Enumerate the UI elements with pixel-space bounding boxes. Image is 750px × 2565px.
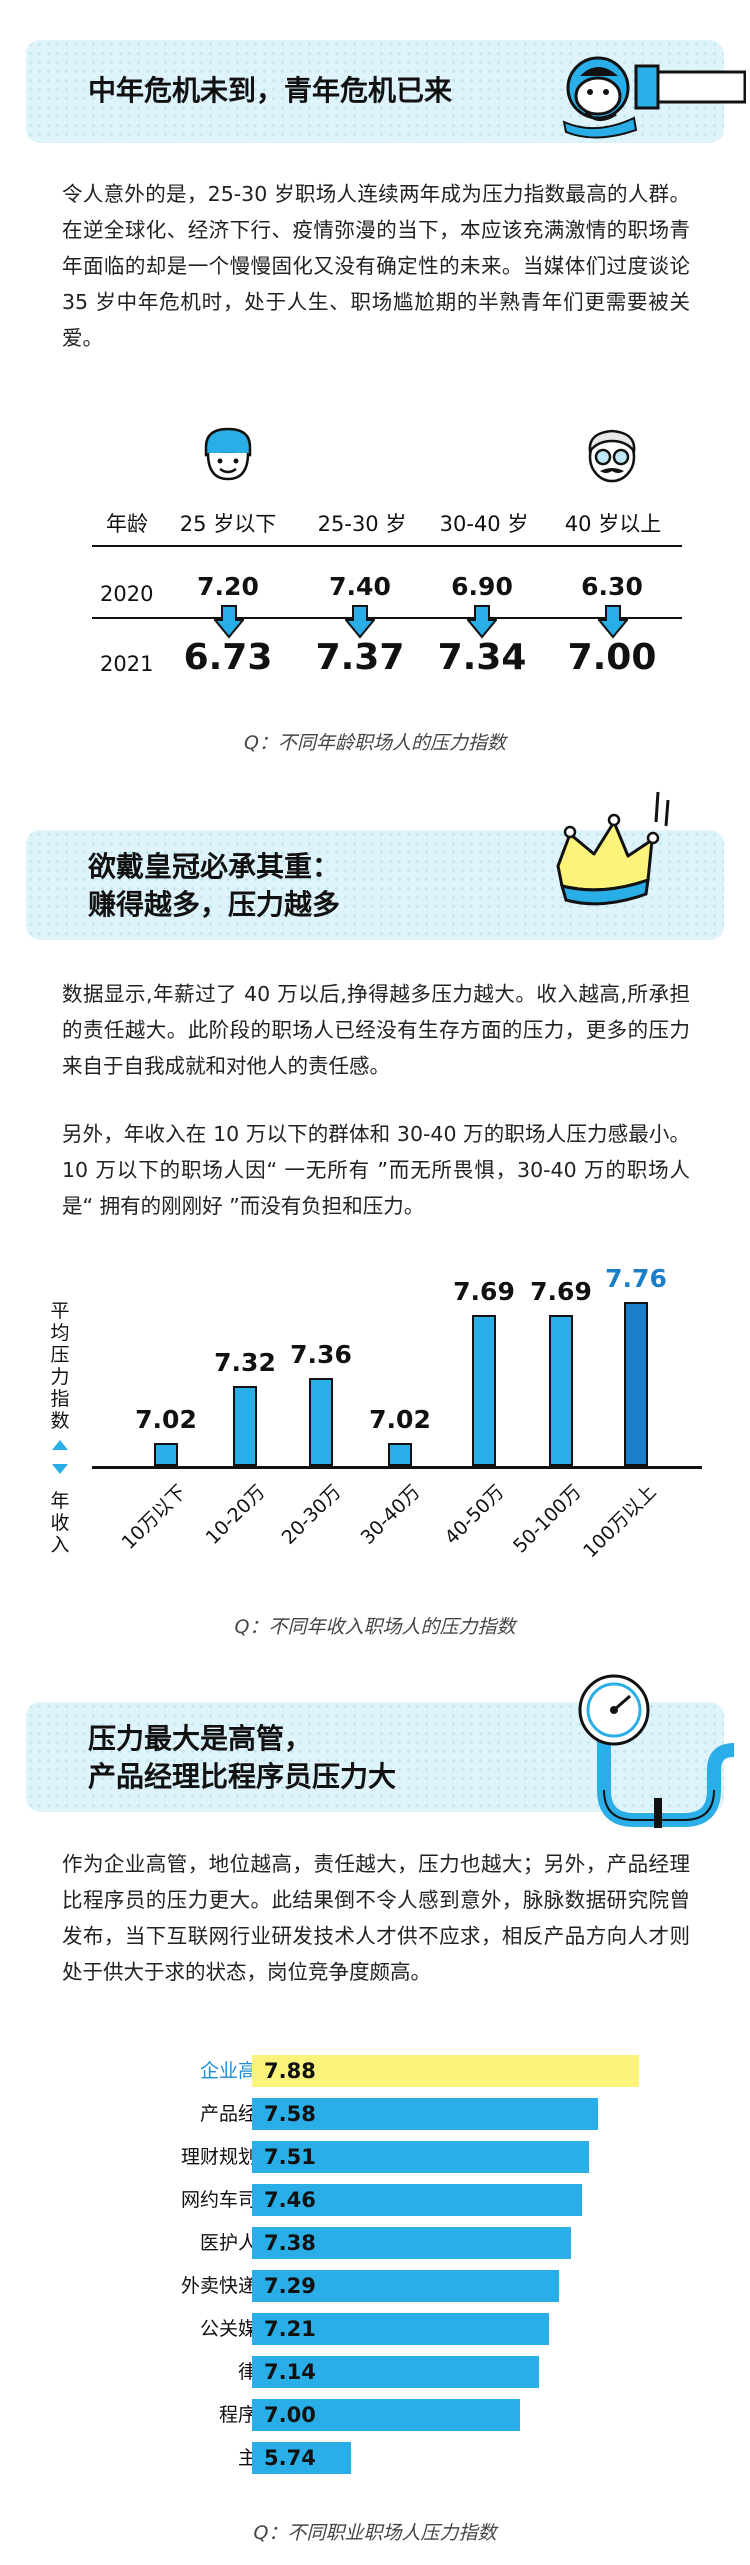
income-baseline — [92, 1466, 702, 1469]
job-row: 主播5.74 — [0, 2442, 750, 2474]
job-bar — [252, 2141, 589, 2173]
job-bar — [252, 2270, 560, 2302]
axis-arrows-icon — [52, 1440, 68, 1474]
income-chart-caption: Q：不同年收入职场人的压力指数 — [234, 1616, 516, 1638]
income-bar — [388, 1443, 412, 1466]
job-bar — [252, 2098, 599, 2130]
job-value-label: 7.21 — [264, 2317, 316, 2341]
age-divider — [92, 545, 682, 547]
income-value-label: 7.69 — [530, 1277, 592, 1307]
value-2020: 7.40 — [329, 572, 391, 601]
year-label-2020: 2020 — [100, 582, 154, 606]
job-row: 网约车司机 7.46 — [0, 2184, 750, 2216]
job-value-label: 7.38 — [264, 2231, 316, 2255]
swimmer-icon — [562, 56, 746, 139]
value-2020: 6.30 — [581, 572, 643, 601]
job-chart-caption: Q：不同职业职场人压力指数 — [253, 2522, 497, 2544]
value-2021: 7.34 — [437, 637, 527, 678]
income-bar — [624, 1301, 648, 1466]
income-category-label: 30-40万 — [356, 1480, 425, 1549]
arrow-down-icon — [467, 605, 497, 639]
age-category: 25-30 岁 — [317, 512, 407, 536]
job-chart: 企业高管 7.88 产品经理 7.58 理财规划师 7.51 网约车司机 7.46 医护人员 7.… — [0, 2055, 750, 2487]
age-header-label: 年龄 — [106, 512, 148, 536]
old-face-icon — [588, 429, 636, 483]
job-bar — [252, 2399, 521, 2431]
section2-paragraph1: 数据显示,年薪过了 40 万以后,挣得越多压力越大。收入越高,所承担的责任越大。… — [62, 982, 690, 1078]
y-axis-label: 平均压力指数 — [50, 1300, 70, 1432]
job-value-label: 7.14 — [264, 2360, 316, 2384]
job-bar — [252, 2227, 572, 2259]
job-row: 律师7.14 — [0, 2356, 750, 2388]
job-value-label: 7.46 — [264, 2188, 316, 2212]
value-2021: 7.37 — [315, 637, 405, 678]
job-row: 理财规划师 7.51 — [0, 2141, 750, 2173]
income-bar — [472, 1315, 496, 1466]
income-bar — [154, 1443, 178, 1466]
arrow-down-icon — [598, 605, 628, 639]
income-category-label: 10万以下 — [117, 1480, 191, 1554]
value-2020: 7.20 — [197, 572, 259, 601]
section2-paragraph2: 另外，年收入在 10 万以下的群体和 30-40 万的职场人压力感最小。10 万… — [62, 1122, 690, 1218]
section3-title-line1: 压力最大是高管， — [88, 1722, 313, 1755]
job-row: 程序员 7.00 — [0, 2399, 750, 2431]
income-value-label: 7.76 — [605, 1263, 667, 1293]
job-value-label: 7.29 — [264, 2274, 316, 2298]
job-row: 外卖快递员 7.29 — [0, 2270, 750, 2302]
income-value-label: 7.69 — [453, 1277, 515, 1307]
x-axis-label: 年收入 — [50, 1490, 70, 1556]
job-value-label: 7.00 — [264, 2403, 316, 2427]
section3-paragraph: 作为企业高管，地位越高，责任越大，压力也越大；另外，产品经理比程序员的压力更大。… — [62, 1852, 690, 1984]
job-value-label: 7.51 — [264, 2145, 316, 2169]
job-bar — [252, 2356, 540, 2388]
job-bar — [252, 2442, 352, 2474]
income-bar — [549, 1315, 573, 1466]
income-category-label: 100万以上 — [578, 1480, 661, 1563]
arrow-down-icon — [214, 605, 244, 639]
income-value-label: 7.02 — [135, 1405, 197, 1435]
arrow-down-icon — [345, 605, 375, 639]
year-divider — [92, 617, 682, 619]
job-bar — [252, 2313, 549, 2345]
value-2020: 6.90 — [451, 572, 513, 601]
income-value-label: 7.36 — [290, 1340, 352, 1370]
section2-title-line2: 赚得越多，压力越多 — [88, 888, 341, 921]
income-bar — [233, 1385, 257, 1466]
age-table-caption: Q：不同年龄职场人的压力指数 — [244, 732, 506, 754]
job-row: 公关媒体 7.21 — [0, 2313, 750, 2345]
income-category-label: 50-100万 — [508, 1480, 586, 1558]
job-bar — [252, 2184, 583, 2216]
age-category: 30-40 岁 — [439, 512, 529, 536]
pressure-gauge-icon — [578, 1674, 735, 1828]
section2-title-line1: 欲戴皇冠必承其重： — [88, 850, 341, 883]
income-chart: 平均压力指数 年收入 7.02 10万以下 7.32 10-20万 7.36 20-30万… — [0, 1240, 750, 1600]
section1-title: 中年危机未到，青年危机已来 — [88, 74, 453, 107]
income-category-label: 10-20万 — [201, 1480, 270, 1549]
income-value-label: 7.32 — [214, 1347, 276, 1377]
young-face-icon — [204, 427, 252, 481]
job-value-label: 5.74 — [264, 2446, 316, 2470]
income-category-label: 20-30万 — [277, 1480, 346, 1549]
value-2021: 7.00 — [567, 637, 657, 678]
job-value-label: 7.58 — [264, 2102, 316, 2126]
age-category: 40 岁以上 — [564, 512, 662, 536]
year-label-2021: 2021 — [100, 652, 154, 676]
job-value-label: 7.88 — [264, 2059, 316, 2083]
age-category: 25 岁以下 — [179, 512, 277, 536]
job-row: 产品经理 7.58 — [0, 2098, 750, 2130]
income-category-label: 40-50万 — [440, 1480, 509, 1549]
job-row: 医护人员 7.38 — [0, 2227, 750, 2259]
job-bar — [252, 2055, 639, 2087]
section1-paragraph: 令人意外的是，25-30 岁职场人连续两年成为压力指数最高的人群。在逆全球化、经… — [62, 182, 690, 350]
income-bar — [309, 1378, 333, 1466]
job-row: 企业高管 7.88 — [0, 2055, 750, 2087]
value-2021: 6.73 — [183, 637, 273, 678]
section3-title-line2: 产品经理比程序员压力大 — [88, 1760, 397, 1793]
crown-icon — [556, 791, 670, 906]
income-value-label: 7.02 — [369, 1405, 431, 1435]
